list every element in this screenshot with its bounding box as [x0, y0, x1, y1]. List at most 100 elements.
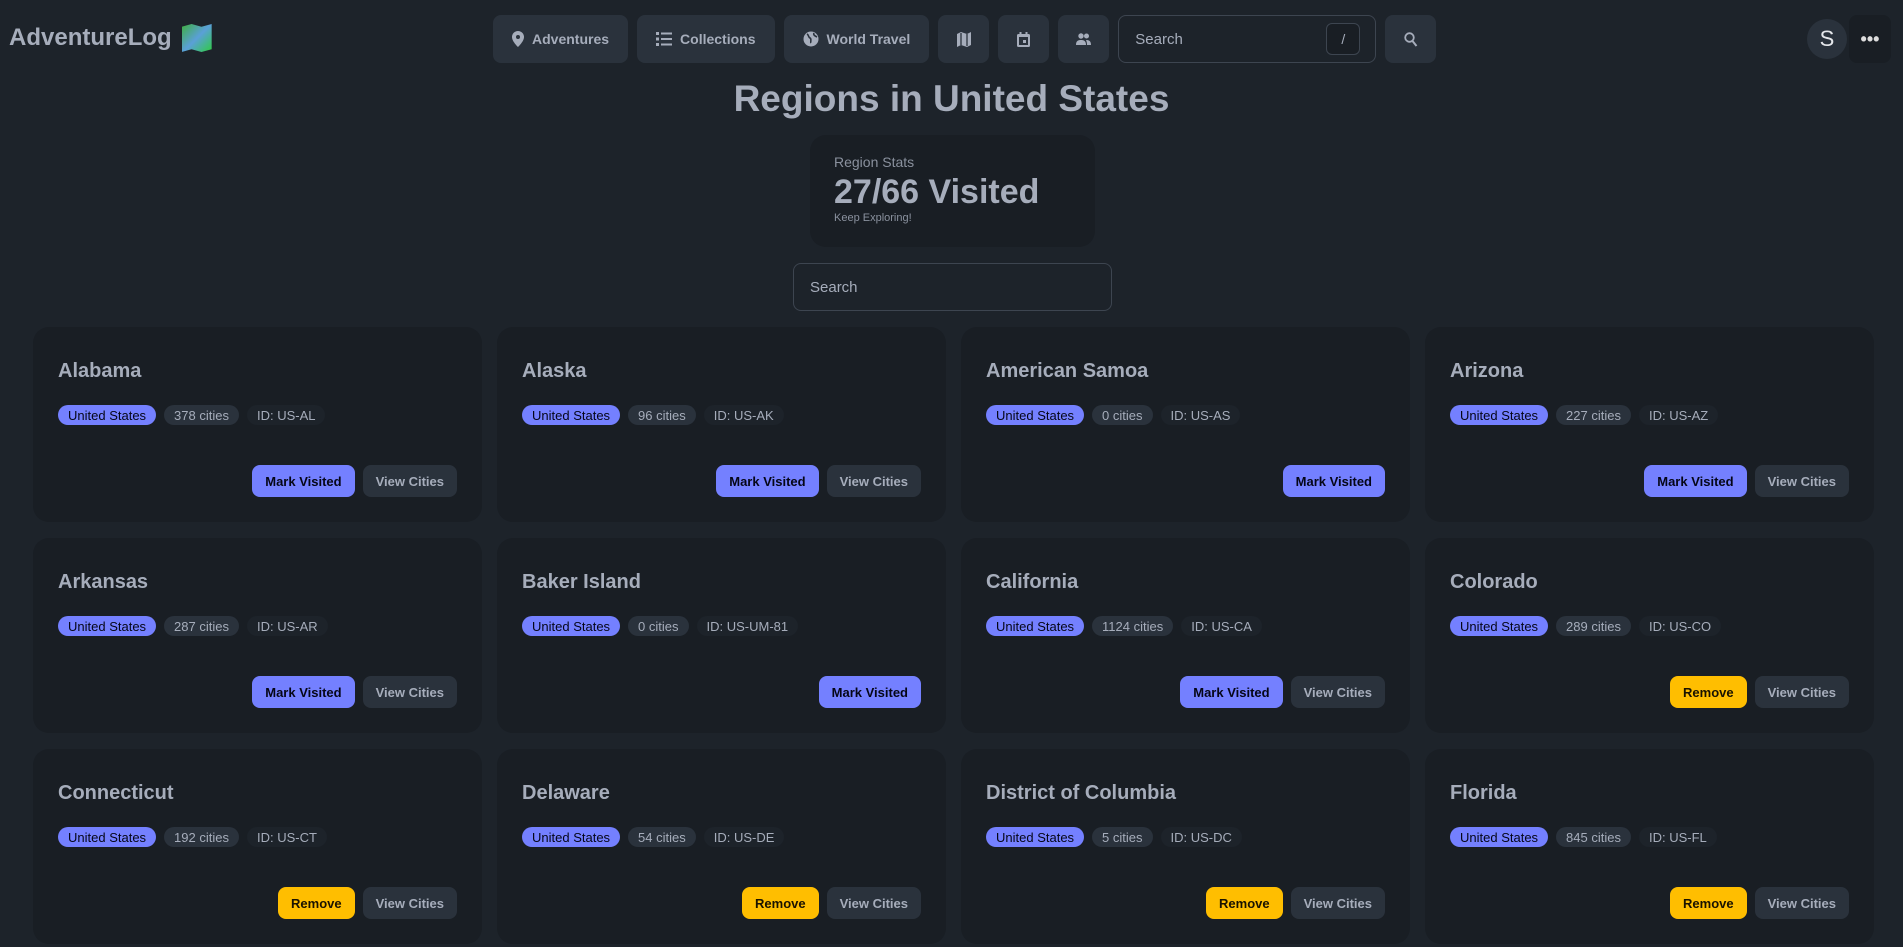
country-badge: United States — [1450, 827, 1549, 847]
regions-grid: Alabama United States 378 cities ID: US-… — [33, 327, 1874, 944]
region-name: Delaware — [522, 782, 610, 804]
region-id-badge: ID: US-AL — [246, 405, 326, 425]
region-badges: United States 0 cities ID: US-AS — [986, 405, 1385, 425]
nav-adventures-button[interactable]: Adventures — [493, 15, 629, 63]
search-shortcut-key: / — [1326, 23, 1361, 55]
region-badges: United States 5 cities ID: US-DC — [986, 827, 1385, 847]
nav-calendar-button[interactable] — [998, 15, 1050, 63]
nav-world-travel-button[interactable]: World Travel — [783, 15, 930, 63]
remove-button[interactable]: Remove — [742, 887, 819, 919]
view-cities-button[interactable]: View Cities — [1754, 887, 1849, 919]
page-title: Regions in United States — [733, 78, 1170, 119]
view-cities-button[interactable]: View Cities — [1290, 676, 1385, 708]
nav-collections-button[interactable]: Collections — [637, 15, 775, 63]
region-name: Alabama — [58, 360, 142, 382]
card-actions: Mark Visited View Cities — [716, 465, 921, 497]
mark-visited-button[interactable]: Mark Visited — [716, 465, 819, 497]
app-name: AdventureLog — [9, 24, 172, 51]
remove-button[interactable]: Remove — [1670, 676, 1747, 708]
calendar-icon — [1017, 31, 1031, 47]
map-pin-icon — [512, 31, 524, 47]
cities-count-badge: 287 cities — [164, 616, 239, 636]
country-badge: United States — [986, 616, 1085, 636]
country-badge: United States — [986, 827, 1085, 847]
view-cities-button[interactable]: View Cities — [362, 465, 457, 497]
cities-count-badge: 192 cities — [164, 827, 239, 847]
country-badge: United States — [522, 616, 621, 636]
view-cities-button[interactable]: View Cities — [1754, 465, 1849, 497]
stats-title: Region Stats — [834, 154, 915, 170]
region-id-badge: ID: US-CT — [246, 827, 327, 847]
nav-users-button[interactable] — [1058, 15, 1110, 63]
mark-visited-button[interactable]: Mark Visited — [818, 676, 921, 708]
region-card: Baker Island United States 0 cities ID: … — [497, 538, 946, 733]
mark-visited-button[interactable]: Mark Visited — [1282, 465, 1385, 497]
region-name: Colorado — [1450, 571, 1538, 593]
region-badges: United States 192 cities ID: US-CT — [58, 827, 457, 847]
country-badge: United States — [58, 827, 157, 847]
global-search-placeholder: Search — [1135, 30, 1183, 48]
region-card: Alabama United States 378 cities ID: US-… — [33, 327, 482, 522]
country-badge: United States — [58, 616, 157, 636]
card-actions: Mark Visited View Cities — [252, 676, 457, 708]
region-search-input[interactable] — [793, 263, 1112, 311]
remove-button[interactable]: Remove — [1670, 887, 1747, 919]
region-id-badge: ID: US-AZ — [1638, 405, 1719, 425]
stats-value: 27/66 Visited — [834, 173, 1040, 211]
global-search-input[interactable]: Search / — [1118, 15, 1377, 63]
remove-button[interactable]: Remove — [1206, 887, 1283, 919]
region-card: Colorado United States 289 cities ID: US… — [1425, 538, 1874, 733]
mark-visited-button[interactable]: Mark Visited — [252, 676, 355, 708]
view-cities-button[interactable]: View Cities — [1290, 887, 1385, 919]
mark-visited-button[interactable]: Mark Visited — [1180, 676, 1283, 708]
view-cities-button[interactable]: View Cities — [362, 676, 457, 708]
region-id-badge: ID: US-FL — [1638, 827, 1717, 847]
nav-map-button[interactable] — [938, 15, 990, 63]
card-actions: Mark Visited — [1282, 465, 1385, 497]
remove-button[interactable]: Remove — [278, 887, 355, 919]
region-card: Connecticut United States 192 cities ID:… — [33, 749, 482, 944]
cities-count-badge: 96 cities — [628, 405, 696, 425]
region-name: Alaska — [522, 360, 587, 382]
region-badges: United States 54 cities ID: US-DE — [522, 827, 921, 847]
cities-count-badge: 5 cities — [1092, 827, 1153, 847]
region-badges: United States 1124 cities ID: US-CA — [986, 616, 1385, 636]
region-card: California United States 1124 cities ID:… — [961, 538, 1410, 733]
region-id-badge: ID: US-UM-81 — [696, 616, 799, 636]
region-id-badge: ID: US-DC — [1160, 827, 1242, 847]
view-cities-button[interactable]: View Cities — [362, 887, 457, 919]
card-actions: Remove View Cities — [278, 887, 457, 919]
view-cities-button[interactable]: View Cities — [826, 465, 921, 497]
region-name: California — [986, 571, 1079, 593]
region-badges: United States 96 cities ID: US-AK — [522, 405, 921, 425]
top-nav: Adventures Collections World Travel Sear… — [493, 15, 1437, 63]
view-cities-button[interactable]: View Cities — [826, 887, 921, 919]
more-menu-button[interactable]: ••• — [1849, 15, 1891, 63]
region-badges: United States 378 cities ID: US-AL — [58, 405, 457, 425]
user-avatar[interactable]: S — [1807, 19, 1847, 59]
region-badges: United States 0 cities ID: US-UM-81 — [522, 616, 921, 636]
region-name: Florida — [1450, 782, 1517, 804]
cities-count-badge: 227 cities — [1556, 405, 1631, 425]
region-badges: United States 845 cities ID: US-FL — [1450, 827, 1849, 847]
map-icon — [956, 31, 971, 47]
country-badge: United States — [522, 827, 621, 847]
region-badges: United States 227 cities ID: US-AZ — [1450, 405, 1849, 425]
cities-count-badge: 0 cities — [1092, 405, 1153, 425]
cities-count-badge: 845 cities — [1556, 827, 1631, 847]
mark-visited-button[interactable]: Mark Visited — [252, 465, 355, 497]
app-logo[interactable]: AdventureLog — [9, 24, 212, 52]
card-actions: Mark Visited View Cities — [1180, 676, 1385, 708]
region-card: Florida United States 845 cities ID: US-… — [1425, 749, 1874, 944]
region-id-badge: ID: US-DE — [703, 827, 785, 847]
card-actions: Remove View Cities — [742, 887, 921, 919]
region-id-badge: ID: US-CA — [1181, 616, 1262, 636]
users-icon — [1076, 33, 1092, 45]
view-cities-button[interactable]: View Cities — [1754, 676, 1849, 708]
cities-count-badge: 0 cities — [628, 616, 689, 636]
card-actions: Remove View Cities — [1670, 676, 1849, 708]
region-name: Arkansas — [58, 571, 149, 593]
mark-visited-button[interactable]: Mark Visited — [1644, 465, 1747, 497]
search-button[interactable] — [1385, 15, 1437, 63]
globe-icon — [803, 31, 818, 47]
